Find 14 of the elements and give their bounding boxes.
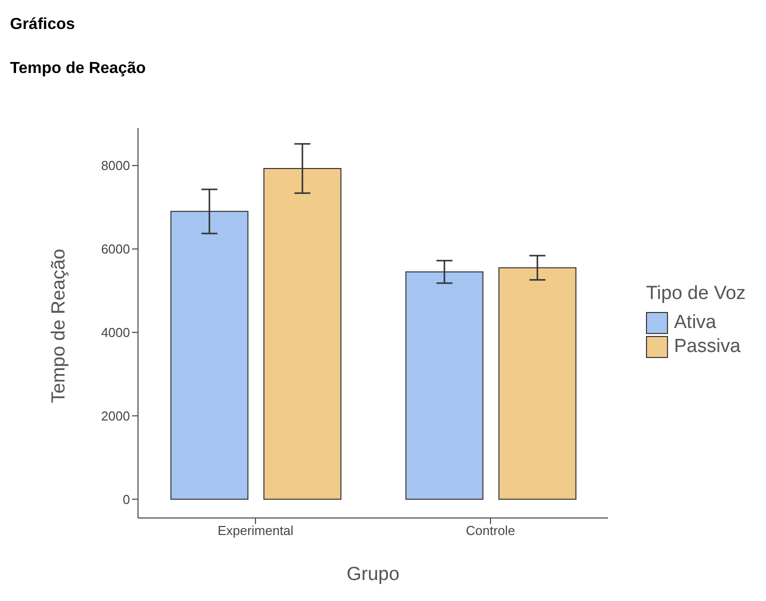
y-tick-label: 4000 xyxy=(101,325,130,340)
legend-label: Ativa xyxy=(673,311,718,335)
legend-label: Passiva xyxy=(673,335,742,359)
y-tick-label: 2000 xyxy=(101,408,130,424)
y-tick-label: 0 xyxy=(122,492,130,507)
x-axis-title: Grupo xyxy=(346,564,400,585)
legend-title: Tipo de Voz xyxy=(646,283,746,305)
chart-subtitle: Tempo de Reação xyxy=(10,60,146,78)
chart-title: Gráficos xyxy=(10,16,75,34)
x-tick-label: Controle xyxy=(466,523,516,538)
y-tick-label: 8000 xyxy=(101,158,130,174)
x-tick-label: Experimental xyxy=(218,523,294,538)
y-tick-label: 6000 xyxy=(101,242,130,257)
y-axis-title: Tempo de Reação xyxy=(48,248,70,403)
